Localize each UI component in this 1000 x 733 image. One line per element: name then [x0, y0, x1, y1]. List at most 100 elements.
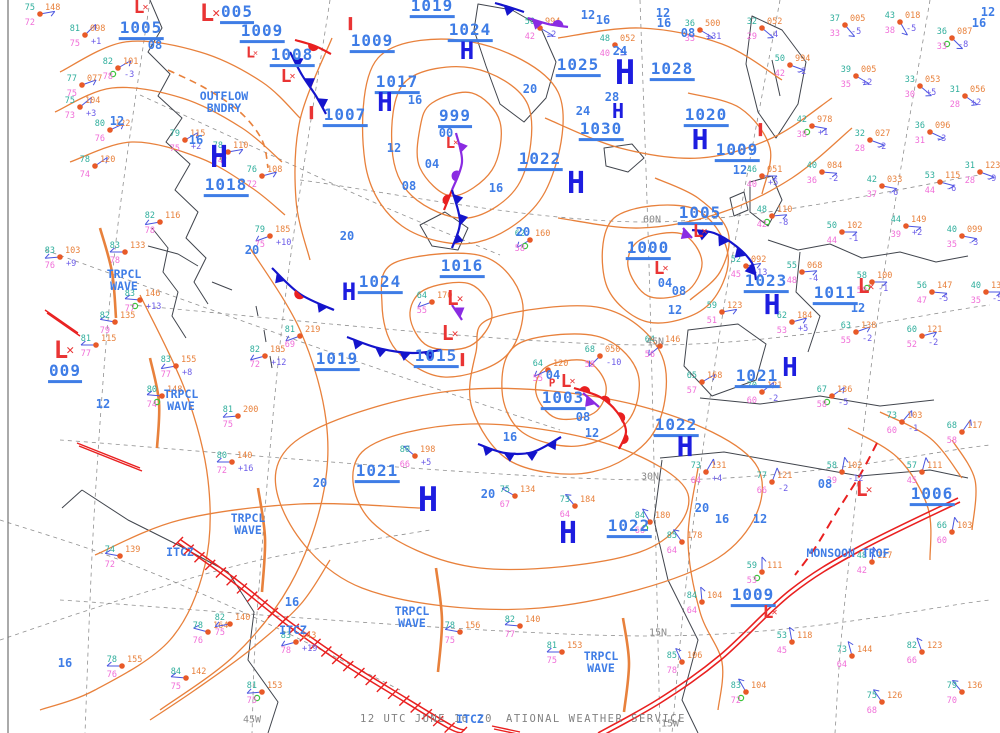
station-value: 67	[500, 500, 510, 510]
isobar	[654, 177, 730, 301]
station-value: 83	[731, 681, 741, 691]
cold-front-pip	[352, 339, 365, 350]
station-value: 133	[130, 241, 145, 251]
cold-front-pip	[399, 351, 412, 361]
high-pressure-symbol: H	[566, 166, 586, 201]
position-time-label: 12	[386, 141, 402, 155]
position-time-label: 16	[407, 93, 423, 107]
station-plot: 80 140 72 +16	[216, 451, 253, 476]
isobar	[380, 252, 524, 378]
station-value: 033	[887, 175, 902, 185]
station-value: 72	[250, 360, 260, 370]
station-plot: 32 052 29 -4	[747, 17, 783, 42]
station-value: -2	[796, 67, 806, 77]
wx-symbol	[763, 218, 771, 226]
station-plot: 84 142 75	[171, 667, 207, 692]
station-value: 82	[215, 613, 225, 623]
front-analysis-mark: ▌	[309, 106, 317, 120]
low-x-mark: ✕	[456, 291, 464, 305]
latlon-line	[139, 94, 501, 256]
position-time-label: 12	[667, 303, 683, 317]
station-value: +1	[91, 37, 101, 47]
pressure-value-label: 1022	[653, 416, 699, 437]
itcz-hatch	[410, 701, 422, 713]
wind-barb-tick	[238, 149, 244, 155]
station-plot: 82 101 78 -3	[103, 57, 139, 82]
station-value: 81	[81, 334, 91, 344]
latlon-label: 15N	[648, 627, 668, 639]
station-value: 85	[667, 651, 677, 661]
wind-barb-tick	[222, 412, 228, 418]
station-dot	[235, 413, 241, 419]
station-value: 136	[967, 681, 982, 691]
low-x-mark: ✕	[867, 279, 875, 293]
station-dot	[759, 389, 765, 395]
station-value: -2	[546, 30, 556, 40]
station-plot: 83 146 77 +13	[125, 289, 162, 314]
station-plot: 73 144 64	[837, 641, 872, 670]
wind-barb-tick	[789, 626, 795, 632]
chart-caption-datetime: 12 UTC JUNE 16 20	[360, 713, 493, 725]
warm-front-pip	[308, 43, 319, 52]
trough-line	[794, 442, 878, 576]
coastline	[147, 0, 209, 305]
station-dot	[457, 629, 463, 635]
station-plot: 82 123 66	[907, 637, 942, 666]
high-pressure-symbol: H	[558, 516, 578, 551]
station-value: +5	[768, 178, 778, 188]
station-value: 47	[917, 296, 927, 306]
station-value: 62	[777, 311, 787, 321]
station-value: 79	[100, 326, 110, 336]
station-value: 131	[711, 461, 726, 471]
isobar	[409, 281, 493, 351]
station-value: -2	[778, 484, 788, 494]
cold-front-pip	[697, 230, 709, 241]
station-value: 40	[747, 180, 757, 190]
station-value: 84	[687, 591, 697, 601]
station-dot	[597, 353, 603, 359]
station-dot	[897, 19, 903, 25]
station-dot	[849, 653, 855, 659]
wind-barb-tick	[761, 556, 767, 562]
station-value: 140	[235, 613, 250, 623]
station-value: 092	[751, 255, 766, 265]
station-value: 53	[925, 171, 935, 181]
station-dot	[112, 319, 118, 325]
wind-barb-tick	[80, 340, 86, 346]
high-pressure-symbol: H	[459, 37, 475, 65]
station-value: 978	[817, 115, 832, 125]
station-dot	[919, 649, 925, 655]
station-value: 056	[970, 85, 985, 95]
station-value: 178	[687, 531, 702, 541]
pressure-value-label: 1023	[743, 272, 789, 293]
station-value: 48	[857, 551, 867, 561]
station-dot	[927, 129, 933, 135]
station-value: 36	[937, 27, 947, 37]
station-value: 28	[950, 100, 960, 110]
station-value: 50	[775, 54, 785, 64]
station-value: 74	[213, 156, 223, 166]
cold-front-pip	[718, 235, 729, 247]
feature-label-line: BNDRY	[206, 101, 242, 115]
shear-line	[491, 725, 521, 733]
station-plot: 81 219 69	[285, 325, 321, 350]
feature-label: TRPCL WAVE	[584, 650, 619, 674]
wind-barb-tick	[216, 457, 222, 463]
station-value: 40	[807, 161, 817, 171]
station-plot: 58 102 39 -12	[827, 456, 863, 486]
wx-symbol	[521, 242, 529, 250]
station-dot	[962, 93, 968, 99]
station-plot: 81 153 75	[546, 641, 582, 666]
high-pressure-symbol: H	[782, 353, 798, 383]
coastline	[659, 451, 969, 479]
feature-label-line: ITCZ	[279, 622, 307, 637]
station-plot: 40 136 35 -5	[971, 281, 1000, 306]
position-time-label: 20	[480, 487, 496, 501]
cold-front-pip	[734, 247, 746, 258]
high-pressure-symbol: H	[614, 53, 636, 93]
station-plot: 48 127 42	[857, 546, 892, 576]
wind-barb-tick	[882, 281, 888, 287]
station-value: 77	[81, 349, 91, 359]
station-dot	[719, 309, 725, 315]
itcz-hatch	[331, 653, 343, 665]
